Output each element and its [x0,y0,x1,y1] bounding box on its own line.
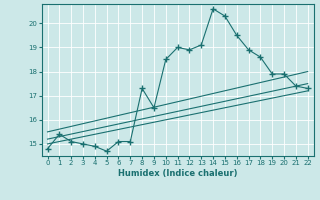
X-axis label: Humidex (Indice chaleur): Humidex (Indice chaleur) [118,169,237,178]
